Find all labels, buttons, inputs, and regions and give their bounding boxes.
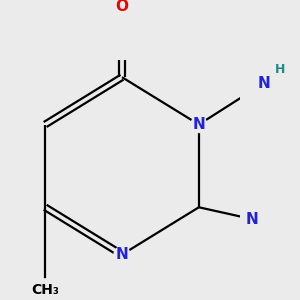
Text: O: O (116, 0, 128, 14)
Text: N: N (116, 247, 128, 262)
Text: H: H (275, 63, 285, 76)
Circle shape (244, 211, 260, 227)
Circle shape (114, 247, 130, 262)
Text: N: N (257, 76, 270, 91)
Circle shape (34, 279, 56, 300)
Circle shape (256, 75, 272, 91)
Circle shape (114, 0, 130, 14)
Circle shape (191, 116, 207, 133)
Text: CH₃: CH₃ (31, 283, 59, 297)
Text: N: N (246, 212, 258, 226)
Text: N: N (193, 117, 205, 132)
